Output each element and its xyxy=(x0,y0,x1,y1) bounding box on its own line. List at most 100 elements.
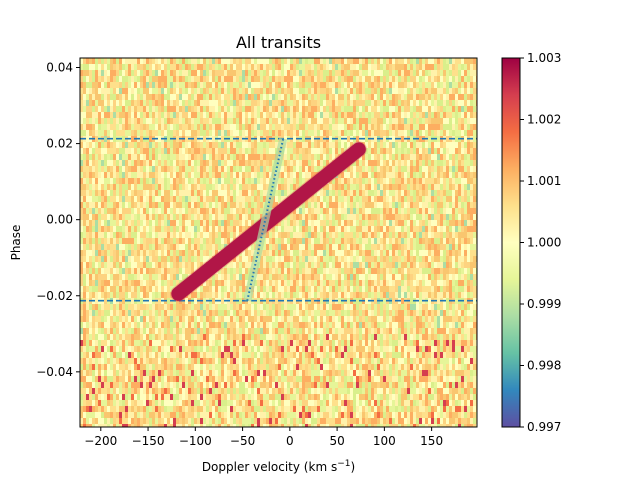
noise-cell xyxy=(464,130,467,136)
noise-cell xyxy=(398,214,401,220)
noise-cell xyxy=(305,154,308,160)
noise-cell xyxy=(335,58,338,64)
noise-cell xyxy=(221,208,224,214)
noise-cell xyxy=(230,232,233,238)
noise-cell xyxy=(401,160,404,166)
noise-cell xyxy=(413,166,416,172)
noise-cell xyxy=(338,238,341,244)
noise-cell xyxy=(359,124,362,130)
noise-cell xyxy=(395,262,398,268)
noise-cell xyxy=(341,250,344,256)
noise-cell xyxy=(83,172,86,178)
noise-cell xyxy=(89,238,92,244)
noise-cell xyxy=(164,70,167,76)
noise-cell xyxy=(389,256,392,262)
noise-cell xyxy=(182,112,185,118)
noise-cell xyxy=(383,190,386,196)
noise-cell xyxy=(341,124,344,130)
noise-cell xyxy=(257,172,260,178)
noise-cell xyxy=(314,76,317,82)
noise-cell xyxy=(380,70,383,76)
noise-cell xyxy=(473,220,476,226)
noise-cell xyxy=(437,202,440,208)
noise-cell xyxy=(383,184,386,190)
noise-cell xyxy=(296,226,299,232)
noise-cell xyxy=(386,100,389,106)
noise-cell xyxy=(422,262,425,268)
noise-cell xyxy=(392,142,395,148)
noise-cell xyxy=(344,262,347,268)
noise-cell xyxy=(116,214,119,220)
noise-cell xyxy=(404,82,407,88)
noise-cell xyxy=(101,232,104,238)
noise-cell xyxy=(431,238,434,244)
noise-cell xyxy=(473,250,476,256)
noise-cell xyxy=(332,238,335,244)
noise-cell xyxy=(284,232,287,238)
noise-cell xyxy=(95,70,98,76)
noise-cell xyxy=(398,154,401,160)
noise-cell xyxy=(236,124,239,130)
noise-cell xyxy=(407,178,410,184)
noise-cell xyxy=(167,178,170,184)
noise-cell xyxy=(98,268,101,274)
noise-cell xyxy=(98,226,101,232)
noise-cell xyxy=(89,142,92,148)
noise-cell xyxy=(245,202,248,208)
noise-cell xyxy=(143,94,146,100)
noise-cell xyxy=(290,118,293,124)
noise-cell xyxy=(203,232,206,238)
noise-cell xyxy=(248,82,251,88)
noise-cell xyxy=(224,196,227,202)
noise-cell xyxy=(350,70,353,76)
noise-cell xyxy=(443,70,446,76)
noise-cell xyxy=(329,58,332,64)
noise-cell xyxy=(389,76,392,82)
noise-cell xyxy=(443,202,446,208)
noise-cell xyxy=(314,274,317,280)
noise-cell xyxy=(359,130,362,136)
noise-cell xyxy=(299,262,302,268)
noise-cell xyxy=(428,64,431,70)
noise-cell xyxy=(170,214,173,220)
noise-cell xyxy=(116,280,119,286)
noise-cell xyxy=(284,178,287,184)
noise-cell xyxy=(329,94,332,100)
noise-cell xyxy=(344,58,347,64)
noise-cell xyxy=(122,142,125,148)
noise-cell xyxy=(437,196,440,202)
noise-cell xyxy=(197,70,200,76)
noise-cell xyxy=(191,166,194,172)
noise-cell xyxy=(440,238,443,244)
noise-cell xyxy=(242,196,245,202)
noise-cell xyxy=(254,148,257,154)
noise-cell xyxy=(410,190,413,196)
noise-cell xyxy=(179,64,182,70)
noise-cell xyxy=(299,232,302,238)
noise-cell xyxy=(440,226,443,232)
noise-cell xyxy=(185,136,188,142)
noise-cell xyxy=(248,172,251,178)
noise-cell xyxy=(323,238,326,244)
noise-cell xyxy=(308,202,311,208)
noise-cell xyxy=(221,70,224,76)
noise-cell xyxy=(422,70,425,76)
noise-cell xyxy=(194,250,197,256)
noise-cell xyxy=(170,82,173,88)
noise-cell xyxy=(386,64,389,70)
noise-cell xyxy=(422,232,425,238)
noise-cell xyxy=(128,76,131,82)
noise-cell xyxy=(80,268,83,274)
noise-cell xyxy=(347,124,350,130)
noise-cell xyxy=(395,220,398,226)
noise-cell xyxy=(125,226,128,232)
noise-cell xyxy=(383,166,386,172)
noise-cell xyxy=(116,202,119,208)
noise-cell xyxy=(449,76,452,82)
noise-cell xyxy=(149,274,152,280)
noise-cell xyxy=(449,160,452,166)
noise-cell xyxy=(101,196,104,202)
noise-cell xyxy=(422,208,425,214)
noise-cell xyxy=(398,106,401,112)
noise-cell xyxy=(95,172,98,178)
